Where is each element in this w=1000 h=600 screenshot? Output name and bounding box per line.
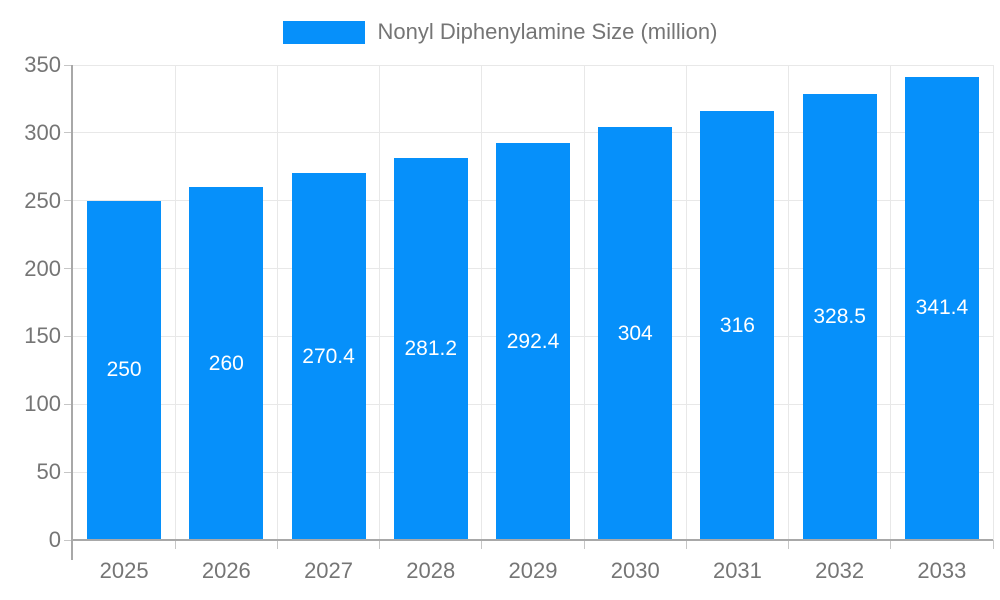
- y-gridline: [73, 64, 993, 66]
- bar: 316: [700, 111, 775, 540]
- x-gridline: [481, 65, 483, 540]
- x-axis-tick: [379, 540, 381, 549]
- y-axis-tick: [64, 268, 73, 270]
- bar: 281.2: [393, 158, 468, 540]
- y-axis-tick: [64, 200, 73, 202]
- y-gridline: [73, 132, 993, 134]
- x-axis-label: 2027: [304, 558, 354, 583]
- legend-label: Nonyl Diphenylamine Size (million): [377, 19, 718, 44]
- bar-value-label: 270.4: [302, 344, 355, 368]
- x-axis-label: 2032: [815, 558, 865, 583]
- x-axis-label: 2026: [201, 558, 251, 583]
- x-axis-tick: [276, 540, 278, 549]
- y-axis-tick: [64, 335, 73, 337]
- x-axis-tick: [174, 540, 176, 549]
- x-gridline: [583, 65, 585, 540]
- x-gridline: [276, 65, 278, 540]
- x-axis-label: 2029: [508, 558, 558, 583]
- x-axis-label: 2033: [917, 558, 967, 583]
- y-axis-label: 200: [24, 255, 61, 281]
- x-gridline: [788, 65, 790, 540]
- x-axis-label: 2025: [99, 558, 149, 583]
- bar: 260: [189, 187, 264, 540]
- bar: 304: [598, 127, 673, 540]
- x-gridline: [685, 65, 687, 540]
- x-gridline: [174, 65, 176, 540]
- legend: Nonyl Diphenylamine Size (million): [0, 16, 1000, 48]
- bar-value-label: 250: [106, 358, 142, 382]
- bar: 250: [87, 200, 162, 540]
- x-axis-label: 2031: [712, 558, 762, 583]
- bar: 328.5: [802, 94, 877, 540]
- bar-value-label: 260: [208, 351, 244, 375]
- bar-value-label: 292.4: [506, 329, 560, 353]
- y-axis-label: 50: [36, 459, 61, 485]
- y-axis-label: 300: [24, 119, 61, 145]
- plot-area: 0 50 100 150 200 250 300 350 250 2025 260 2026 270.4…: [24, 54, 994, 582]
- bar-value-label: 304: [617, 321, 653, 345]
- bar: 270.4: [291, 173, 366, 540]
- bar-value-label: 281.2: [404, 337, 458, 361]
- y-axis-tick: [64, 403, 73, 405]
- y-axis-label: 100: [24, 391, 61, 417]
- x-gridline: [992, 65, 994, 540]
- bar-value-label: 328.5: [813, 305, 866, 329]
- bar: 341.4: [904, 76, 979, 540]
- y-axis-tick: [64, 539, 73, 541]
- bar-value-label: 316: [719, 313, 755, 337]
- bar: 292.4: [496, 143, 570, 540]
- x-axis-tick: [685, 540, 687, 549]
- x-axis-label: 2028: [406, 558, 456, 583]
- x-axis-tick: [583, 540, 585, 549]
- y-axis-label: 350: [24, 52, 61, 77]
- y-axis-label: 250: [24, 187, 61, 213]
- x-axis-tick: [992, 540, 994, 549]
- x-axis-label: 2030: [610, 558, 660, 583]
- x-gridline: [379, 65, 381, 540]
- x-axis-tick: [890, 540, 892, 549]
- y-axis-tick: [64, 471, 73, 473]
- y-axis-label: 0: [48, 527, 61, 552]
- x-axis-tick: [481, 540, 483, 549]
- x-axis-tick: [788, 540, 790, 549]
- y-axis-tick: [64, 64, 73, 66]
- bar-value-label: 341.4: [915, 296, 969, 320]
- legend-swatch: [282, 20, 365, 44]
- y-axis-label: 150: [24, 323, 61, 349]
- y-axis-tick: [64, 132, 73, 134]
- y-axis-line: [71, 65, 73, 560]
- x-axis-line: [71, 539, 993, 541]
- x-gridline: [890, 65, 892, 540]
